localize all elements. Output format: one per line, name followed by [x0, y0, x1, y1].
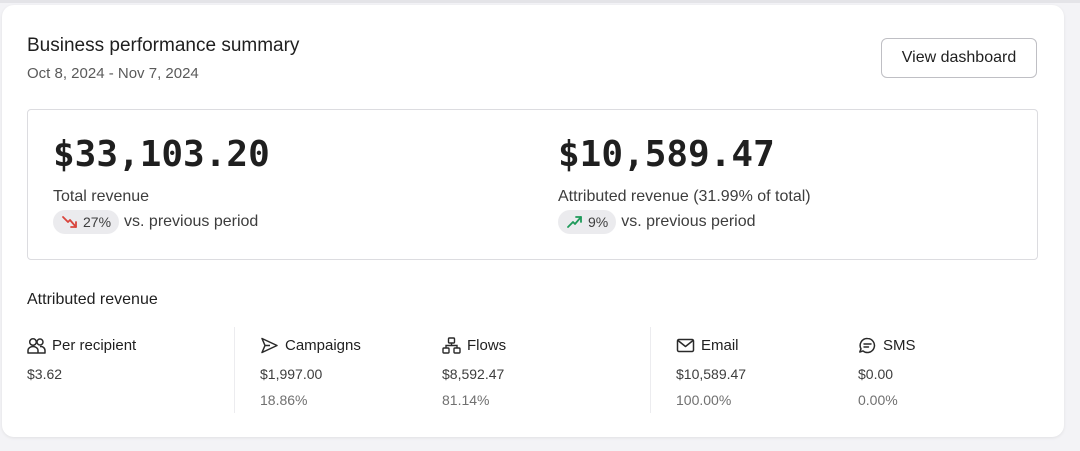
sms-header: SMS — [858, 337, 916, 354]
column-label: Email — [701, 337, 739, 354]
column-percent: 18.86% — [260, 392, 308, 408]
users-icon — [27, 337, 46, 354]
mail-icon — [676, 337, 695, 354]
total-revenue-trend: 27% vs. previous period — [53, 210, 258, 234]
card-title: Business performance summary — [27, 35, 300, 56]
revenue-summary-box: $33,103.20 Total revenue 27% vs. previou… — [27, 109, 1038, 260]
column-percent: 0.00% — [858, 392, 898, 408]
date-range: Oct 8, 2024 - Nov 7, 2024 — [27, 65, 199, 82]
column-value: $1,997.00 — [260, 366, 323, 382]
campaigns-column: Campaigns $1,997.00 18.86% — [260, 337, 361, 408]
trend-percent: 9% — [588, 214, 609, 230]
flows-column: Flows $8,592.47 81.14% — [442, 337, 506, 408]
attributed-revenue-title: Attributed revenue — [27, 291, 158, 308]
total-revenue-label: Total revenue — [53, 188, 150, 205]
column-value: $3.62 — [27, 366, 63, 382]
attributed-revenue-label: Attributed revenue (31.99% of total) — [558, 188, 811, 205]
column-label: Campaigns — [285, 337, 361, 354]
campaigns-header: Campaigns — [260, 337, 361, 354]
flows-header: Flows — [442, 337, 506, 354]
column-percent: 81.14% — [442, 392, 490, 408]
trend-percent: 27% — [83, 214, 112, 230]
trend-badge: 27% — [53, 210, 120, 234]
trend-text: vs. previous period — [124, 213, 259, 230]
send-icon — [260, 337, 279, 354]
trending-down-icon — [61, 214, 79, 230]
column-value: $0.00 — [858, 366, 894, 382]
total-revenue-value: $33,103.20 — [53, 134, 270, 175]
top-border — [0, 0, 1080, 3]
per-recipient-column: Per recipient $3.62 — [27, 337, 136, 382]
business-performance-card: Business performance summary Oct 8, 2024… — [2, 5, 1064, 437]
sms-column: SMS $0.00 0.00% — [858, 337, 916, 408]
column-divider — [650, 327, 651, 413]
flow-icon — [442, 337, 461, 354]
column-divider — [234, 327, 235, 413]
column-label: Flows — [467, 337, 507, 354]
column-value: $8,592.47 — [442, 366, 505, 382]
email-header: Email — [676, 337, 746, 354]
attributed-revenue-value: $10,589.47 — [558, 134, 775, 175]
trend-text: vs. previous period — [621, 213, 756, 230]
per-recipient-header: Per recipient — [27, 337, 136, 354]
view-dashboard-button[interactable]: View dashboard — [881, 38, 1037, 78]
column-label: Per recipient — [52, 337, 137, 354]
attributed-revenue-trend: 9% vs. previous period — [558, 210, 756, 234]
column-value: $10,589.47 — [676, 366, 747, 382]
column-percent: 100.00% — [676, 392, 732, 408]
chat-icon — [858, 337, 877, 354]
trend-badge: 9% — [558, 210, 617, 234]
column-label: SMS — [883, 337, 916, 354]
trending-up-icon — [566, 214, 584, 230]
email-column: Email $10,589.47 100.00% — [676, 337, 746, 408]
